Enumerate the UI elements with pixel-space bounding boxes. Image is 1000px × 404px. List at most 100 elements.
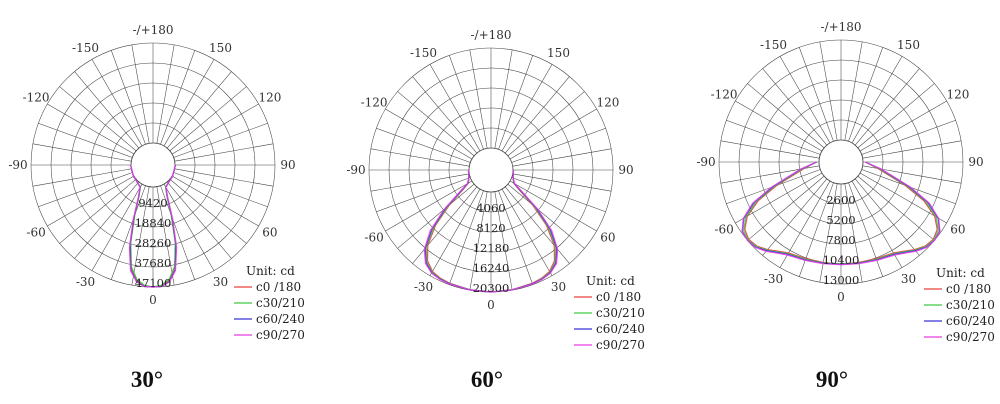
series-curve-c90-270 — [128, 164, 178, 288]
radial-spoke — [74, 71, 140, 149]
angle-label: 90 — [618, 163, 633, 177]
radial-spoke — [762, 68, 828, 146]
beam-angle-title: 30° — [131, 367, 163, 392]
angle-label: 60 — [950, 223, 965, 237]
radial-spoke — [376, 128, 471, 163]
angle-label: 90 — [280, 158, 295, 172]
legend-entry: c0 /180 — [946, 282, 991, 296]
ring-value-label: 12180 — [473, 241, 510, 255]
radial-spoke — [173, 172, 268, 207]
legend-entry: c90/270 — [946, 330, 995, 344]
radial-spoke — [747, 175, 825, 241]
radial-spoke — [511, 177, 606, 212]
radial-spoke — [160, 50, 195, 145]
angle-label: -150 — [72, 41, 99, 55]
legend-entry: c60/240 — [596, 322, 645, 336]
radial-spoke — [494, 49, 513, 149]
radial-spoke — [397, 91, 475, 157]
radial-spoke — [848, 182, 883, 277]
angle-label: 0 — [149, 293, 157, 307]
angle-label: -30 — [76, 275, 95, 289]
radial-spoke — [504, 76, 570, 154]
radial-spoke — [412, 76, 478, 154]
unit-label: Unit: cd — [246, 264, 295, 278]
radial-spoke — [859, 100, 947, 152]
ring-value-label: 8120 — [476, 221, 505, 235]
angle-label: -150 — [410, 46, 437, 60]
angle-label: -60 — [714, 223, 733, 237]
radial-spoke — [32, 168, 132, 187]
angle-label: 120 — [596, 96, 619, 110]
radial-spoke — [494, 191, 513, 291]
radial-spoke — [412, 186, 478, 264]
legend-entry: c30/210 — [256, 296, 305, 310]
angle-label: 60 — [600, 231, 615, 245]
radial-spoke — [851, 56, 903, 144]
legend-entry: c90/270 — [596, 338, 645, 352]
radial-spoke — [735, 100, 823, 152]
radial-spoke — [501, 188, 553, 276]
radial-spoke — [509, 180, 597, 232]
radial-spoke — [844, 41, 863, 141]
legend-entry: c60/240 — [946, 314, 995, 328]
radial-spoke — [819, 183, 838, 283]
radial-spoke — [131, 44, 150, 144]
radial-spoke — [166, 181, 232, 259]
angle-label: 120 — [258, 91, 281, 105]
radial-spoke — [507, 183, 585, 249]
radial-spoke — [504, 186, 570, 264]
radial-spoke — [385, 180, 473, 232]
unit-label: Unit: cd — [936, 266, 985, 280]
angle-label: 60 — [262, 226, 277, 240]
angle-label: -/+180 — [132, 23, 173, 37]
radial-spoke — [859, 172, 947, 224]
center-hub — [818, 139, 864, 185]
radial-spoke — [163, 59, 215, 147]
unit-label: Unit: cd — [586, 274, 635, 288]
ring-value-label: 18840 — [135, 216, 172, 230]
radial-spoke — [469, 49, 488, 149]
radial-spoke — [166, 71, 232, 149]
legend-entry: c30/210 — [596, 306, 645, 320]
ring-value-label: 4060 — [476, 201, 505, 215]
radial-spoke — [747, 83, 825, 149]
angle-label: 30 — [551, 280, 566, 294]
radial-spoke — [385, 108, 473, 160]
radial-spoke — [171, 175, 259, 227]
radial-spoke — [429, 188, 481, 276]
angle-label: -/+180 — [820, 20, 861, 34]
radial-spoke — [854, 68, 920, 146]
radial-spoke — [735, 172, 823, 224]
ring-value-label: 16240 — [473, 261, 510, 275]
radial-spoke — [59, 86, 137, 152]
angle-label: -60 — [364, 231, 383, 245]
angle-label: -120 — [711, 88, 738, 102]
radial-spoke — [844, 183, 863, 283]
ring-value-label: 9420 — [138, 196, 167, 210]
radial-spoke — [38, 172, 133, 207]
radial-spoke — [163, 183, 215, 271]
angle-label: 0 — [487, 298, 495, 312]
radial-spoke — [111, 185, 146, 280]
radial-spoke — [156, 44, 175, 144]
legend-entry: c90/270 — [256, 328, 305, 342]
angle-label: -150 — [760, 38, 787, 52]
polar-chart-3: 2600 5200 7800 10400 13000 -/+180 -150 150 -120 1… — [696, 20, 995, 392]
radial-spoke — [429, 64, 481, 152]
legend-entry: c60/240 — [256, 312, 305, 326]
angle-label: 150 — [547, 46, 570, 60]
ring-value-label: 37680 — [135, 256, 172, 270]
ring-value-label: 20300 — [473, 281, 510, 295]
radial-spoke — [47, 103, 135, 155]
radial-spoke — [59, 178, 137, 244]
radial-spoke — [501, 64, 553, 152]
radial-spoke — [779, 56, 831, 144]
radial-spoke — [174, 143, 274, 162]
center-hub — [468, 147, 514, 193]
radial-spoke — [762, 178, 828, 256]
radial-spoke — [376, 177, 471, 212]
angle-label: -30 — [414, 280, 433, 294]
ring-value-label: 10400 — [823, 253, 860, 267]
radial-spoke — [509, 108, 597, 160]
